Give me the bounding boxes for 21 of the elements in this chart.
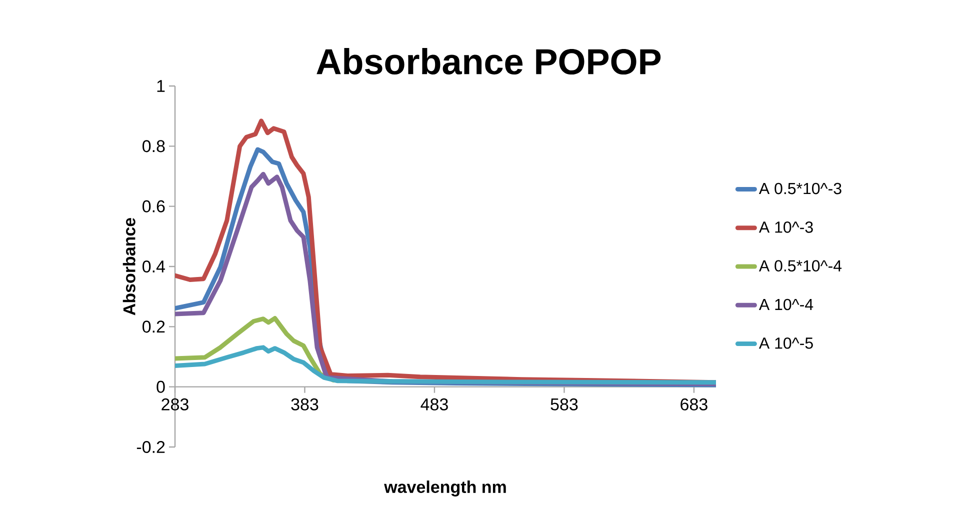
legend-label: A 0.5*10^-3 [758, 182, 842, 194]
y-tick-label: 0.6 [142, 200, 165, 212]
y-tick-label: 0.8 [142, 140, 165, 152]
legend-label: A 10^-4 [758, 298, 814, 310]
x-tick-label: 583 [550, 398, 578, 410]
line-series [175, 345, 716, 385]
legend-label: A 10^-3 [758, 222, 813, 233]
x-axis-title: wavelength nm [384, 480, 506, 496]
y-tick-label: 1 [157, 80, 165, 92]
x-tick-label: 683 [680, 398, 708, 410]
y-tick-label: 0.4 [142, 260, 165, 273]
y-axis-title: Absorbance [122, 218, 136, 316]
y-tick-label: 0.2 [142, 320, 165, 333]
x-tick-label: 483 [420, 398, 448, 410]
legend-label: A 0.5*10^-4 [758, 260, 842, 272]
y-tick-label: 0 [156, 380, 165, 393]
x-tick-label: 383 [291, 398, 318, 410]
chart-title: Absorbance POPOP [316, 48, 661, 75]
y-tick-label: -0.2 [136, 440, 165, 454]
legend-label: A 10^-5 [758, 337, 813, 349]
x-tick-label: 283 [162, 398, 188, 410]
